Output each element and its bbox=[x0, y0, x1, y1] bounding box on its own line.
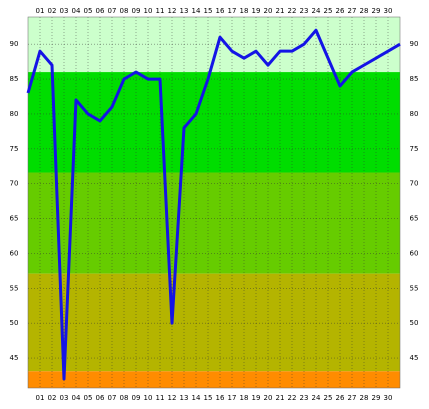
x-tick-label-bottom: 05 bbox=[84, 394, 93, 402]
x-tick-label-bottom: 03 bbox=[60, 394, 69, 402]
x-tick-label-bottom: 02 bbox=[48, 394, 57, 402]
x-tick-label: 15 bbox=[204, 7, 213, 15]
y-tick-label: 45 bbox=[10, 354, 19, 362]
y-tick-label: 50 bbox=[10, 319, 19, 327]
y-tick-label-right: 75 bbox=[410, 145, 419, 153]
y-tick-label: 70 bbox=[10, 180, 19, 188]
x-tick-label-bottom: 23 bbox=[300, 394, 309, 402]
y-tick-label: 90 bbox=[10, 40, 19, 48]
y-tick-label-right: 55 bbox=[410, 284, 419, 292]
y-tick-label-right: 50 bbox=[410, 319, 419, 327]
x-tick-label: 20 bbox=[264, 7, 273, 15]
y-tick-label-right: 70 bbox=[410, 180, 419, 188]
y-tick-label-right: 90 bbox=[410, 40, 419, 48]
y-tick-label: 85 bbox=[10, 75, 19, 83]
x-tick-label: 22 bbox=[288, 7, 297, 15]
x-tick-label: 12 bbox=[168, 7, 177, 15]
x-tick-label: 01 bbox=[36, 7, 45, 15]
x-tick-label-bottom: 27 bbox=[348, 394, 357, 402]
x-tick-label: 09 bbox=[132, 7, 141, 15]
x-tick-label: 27 bbox=[348, 7, 357, 15]
x-tick-label: 25 bbox=[324, 7, 333, 15]
band bbox=[28, 17, 400, 73]
y-tick-label: 65 bbox=[10, 215, 19, 223]
x-tick-label-bottom: 04 bbox=[72, 394, 81, 402]
x-tick-label: 30 bbox=[384, 7, 393, 15]
y-tick-label: 75 bbox=[10, 145, 19, 153]
x-tick-label-bottom: 25 bbox=[324, 394, 333, 402]
y-tick-label: 60 bbox=[10, 249, 19, 257]
x-tick-label-bottom: 07 bbox=[108, 394, 117, 402]
x-tick-label-bottom: 11 bbox=[156, 394, 165, 402]
x-tick-label: 29 bbox=[372, 7, 381, 15]
x-tick-label: 02 bbox=[48, 7, 57, 15]
band bbox=[28, 72, 400, 173]
x-tick-label-bottom: 21 bbox=[276, 394, 285, 402]
x-tick-label-bottom: 20 bbox=[264, 394, 273, 402]
x-tick-label-bottom: 12 bbox=[168, 394, 177, 402]
x-tick-label-bottom: 09 bbox=[132, 394, 141, 402]
x-tick-label: 19 bbox=[252, 7, 261, 15]
line bbox=[26, 28, 401, 381]
plot-frame bbox=[27, 16, 401, 389]
x-tick-label-bottom: 15 bbox=[204, 394, 213, 402]
x-tick-label: 07 bbox=[108, 7, 117, 15]
x-tick-label-bottom: 29 bbox=[372, 394, 381, 402]
x-tick-label-bottom: 22 bbox=[288, 394, 297, 402]
x-tick-label-bottom: 18 bbox=[240, 394, 249, 402]
x-tick-label: 05 bbox=[84, 7, 93, 15]
y-tick-label-right: 60 bbox=[410, 249, 419, 257]
x-tick-label: 18 bbox=[240, 7, 249, 15]
x-tick-label-bottom: 01 bbox=[36, 394, 45, 402]
x-tick-label-bottom: 10 bbox=[144, 394, 153, 402]
x-tick-label: 21 bbox=[276, 7, 285, 15]
x-tick-label: 08 bbox=[120, 7, 129, 15]
x-tick-label: 06 bbox=[96, 7, 105, 15]
x-tick-label: 04 bbox=[72, 7, 81, 15]
band bbox=[28, 273, 400, 372]
band bbox=[28, 172, 400, 274]
x-tick-label: 14 bbox=[192, 7, 201, 15]
x-tick-label: 28 bbox=[360, 7, 369, 15]
x-tick-label: 23 bbox=[300, 7, 309, 15]
y-tick-label-right: 45 bbox=[410, 354, 419, 362]
y-tick-label: 80 bbox=[10, 110, 19, 118]
y-tick-label-right: 65 bbox=[410, 215, 419, 223]
x-tick-label: 24 bbox=[312, 7, 321, 15]
x-tick-label: 11 bbox=[156, 7, 165, 15]
y-tick-label-right: 80 bbox=[410, 110, 419, 118]
x-tick-label-bottom: 14 bbox=[192, 394, 201, 402]
x-tick-label: 26 bbox=[336, 7, 345, 15]
x-tick-label-bottom: 30 bbox=[384, 394, 393, 402]
x-tick-label-bottom: 19 bbox=[252, 394, 261, 402]
x-tick-label: 10 bbox=[144, 7, 153, 15]
x-tick-label-bottom: 08 bbox=[120, 394, 129, 402]
x-tick-label-bottom: 24 bbox=[312, 394, 321, 402]
x-tick-label-bottom: 06 bbox=[96, 394, 105, 402]
band bbox=[28, 371, 400, 388]
x-tick-label: 13 bbox=[180, 7, 189, 15]
y-tick-label-right: 85 bbox=[410, 75, 419, 83]
x-tick-label: 17 bbox=[228, 7, 237, 15]
x-tick-label-bottom: 26 bbox=[336, 394, 345, 402]
x-tick-label: 03 bbox=[60, 7, 69, 15]
x-tick-label-bottom: 13 bbox=[180, 394, 189, 402]
x-tick-label-bottom: 16 bbox=[216, 394, 225, 402]
x-tick-label-bottom: 17 bbox=[228, 394, 237, 402]
x-tick-label: 16 bbox=[216, 7, 225, 15]
x-tick-label-bottom: 28 bbox=[360, 394, 369, 402]
y-tick-label: 55 bbox=[10, 284, 19, 292]
